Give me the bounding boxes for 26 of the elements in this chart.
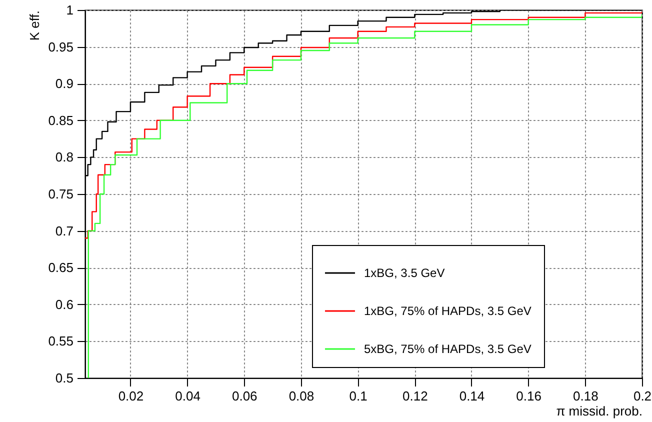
x-tick-label: 0.02	[118, 388, 144, 404]
x-axis-title: π missid. prob.	[556, 404, 642, 418]
legend-label: 5xBG, 75% of HAPDs, 3.5 GeV	[364, 342, 532, 356]
y-tick-label: 0.9	[55, 76, 74, 92]
x-tick-label: 0.06	[232, 388, 258, 404]
y-tick-label: 0.85	[48, 112, 74, 128]
legend-label: 1xBG, 75% of HAPDs, 3.5 GeV	[364, 304, 532, 318]
x-tick-label: 0.2	[633, 388, 652, 404]
y-tick-label: 0.8	[55, 150, 74, 165]
x-tick-label: 0.14	[459, 388, 485, 404]
y-tick-label: 0.95	[48, 39, 74, 54]
x-tick-label: 0.12	[402, 388, 428, 404]
y-tick-label: 0.7	[55, 223, 74, 238]
y-tick-label: 1	[66, 2, 74, 18]
y-tick-label: 0.5	[55, 370, 74, 386]
y-tick-label: 0.6	[55, 296, 74, 312]
x-tick-label: 0.18	[573, 388, 598, 404]
y-tick-label: 0.55	[48, 334, 74, 349]
x-tick-label: 0.04	[175, 388, 200, 404]
x-tick-label: 0.08	[288, 388, 314, 404]
x-tick-label: 0.1	[349, 388, 368, 404]
y-tick-label: 0.75	[48, 186, 74, 202]
x-tick-label: 0.16	[516, 388, 542, 404]
y-axis-title: K eff.	[27, 10, 42, 41]
legend-label: 1xBG, 3.5 GeV	[364, 266, 445, 280]
y-tick-label: 0.65	[48, 260, 74, 276]
